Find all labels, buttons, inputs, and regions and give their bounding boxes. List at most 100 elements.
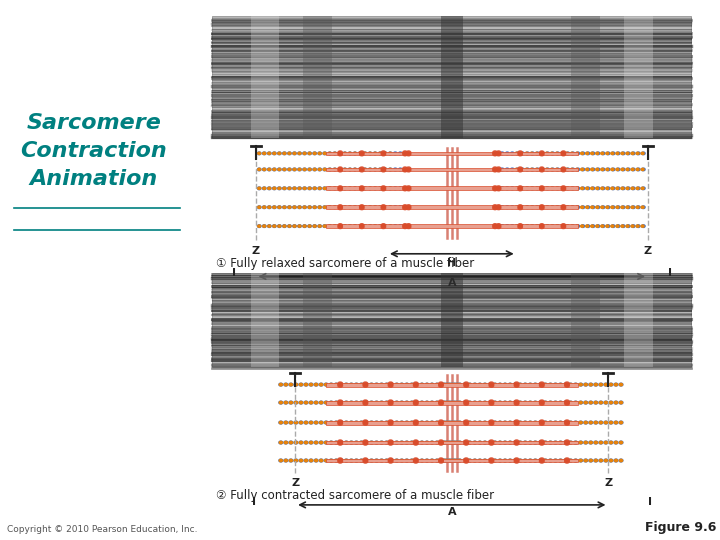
Circle shape — [626, 187, 629, 190]
Circle shape — [555, 168, 559, 171]
Circle shape — [405, 441, 408, 444]
Circle shape — [550, 152, 554, 154]
Circle shape — [279, 421, 283, 424]
Circle shape — [354, 206, 356, 208]
Circle shape — [478, 441, 482, 444]
Circle shape — [549, 421, 552, 424]
Circle shape — [329, 441, 333, 444]
Circle shape — [298, 168, 301, 171]
Circle shape — [458, 421, 462, 424]
Circle shape — [518, 460, 522, 462]
Circle shape — [313, 206, 316, 208]
Circle shape — [381, 151, 386, 154]
Circle shape — [354, 152, 356, 154]
Circle shape — [564, 458, 570, 461]
Circle shape — [380, 441, 383, 444]
Circle shape — [374, 152, 377, 154]
Circle shape — [571, 206, 575, 208]
Circle shape — [539, 400, 544, 403]
Circle shape — [463, 421, 467, 424]
Circle shape — [360, 441, 363, 444]
Circle shape — [338, 167, 343, 170]
Circle shape — [448, 459, 451, 462]
Circle shape — [544, 383, 547, 386]
Circle shape — [579, 441, 582, 444]
Circle shape — [453, 460, 456, 462]
Circle shape — [478, 441, 482, 444]
Circle shape — [570, 152, 574, 154]
Circle shape — [569, 459, 572, 462]
Circle shape — [343, 168, 346, 171]
Circle shape — [554, 441, 557, 444]
Circle shape — [453, 401, 456, 404]
Circle shape — [329, 459, 333, 462]
Circle shape — [621, 187, 624, 190]
Circle shape — [463, 459, 467, 462]
Circle shape — [438, 460, 444, 463]
Circle shape — [445, 421, 449, 424]
Circle shape — [464, 422, 469, 425]
Circle shape — [616, 152, 619, 154]
Circle shape — [488, 441, 492, 444]
Circle shape — [581, 187, 585, 190]
Circle shape — [294, 441, 297, 444]
Circle shape — [636, 152, 639, 154]
Circle shape — [514, 460, 519, 463]
Circle shape — [445, 401, 449, 404]
Circle shape — [589, 421, 593, 424]
Circle shape — [334, 459, 338, 462]
Circle shape — [508, 401, 512, 404]
Circle shape — [448, 421, 451, 424]
Circle shape — [415, 421, 418, 424]
Circle shape — [431, 441, 433, 444]
Circle shape — [550, 206, 554, 208]
Circle shape — [571, 152, 575, 154]
Circle shape — [426, 383, 428, 386]
Circle shape — [380, 401, 383, 404]
Circle shape — [415, 401, 419, 404]
Circle shape — [405, 421, 408, 424]
Circle shape — [298, 152, 301, 154]
Circle shape — [609, 421, 613, 424]
Circle shape — [313, 225, 316, 227]
Circle shape — [348, 168, 351, 171]
Circle shape — [354, 152, 356, 154]
Circle shape — [420, 383, 424, 386]
Circle shape — [642, 187, 645, 190]
Circle shape — [348, 225, 351, 227]
Circle shape — [324, 459, 328, 462]
Circle shape — [626, 152, 630, 154]
Circle shape — [318, 187, 321, 190]
Circle shape — [354, 225, 356, 227]
Circle shape — [431, 460, 433, 462]
Circle shape — [426, 441, 428, 444]
Circle shape — [390, 460, 393, 462]
Circle shape — [539, 460, 544, 463]
Circle shape — [343, 206, 346, 208]
Text: A: A — [448, 507, 456, 517]
Circle shape — [518, 168, 523, 172]
Circle shape — [561, 205, 566, 208]
Circle shape — [399, 187, 402, 190]
Circle shape — [445, 459, 449, 462]
Circle shape — [546, 187, 549, 190]
Circle shape — [413, 420, 418, 423]
Circle shape — [525, 225, 528, 227]
Circle shape — [389, 168, 392, 171]
Circle shape — [606, 206, 610, 208]
Circle shape — [513, 460, 517, 462]
Circle shape — [492, 224, 498, 227]
Circle shape — [464, 420, 469, 423]
Circle shape — [402, 152, 408, 156]
Circle shape — [549, 460, 552, 462]
Circle shape — [584, 383, 588, 386]
Circle shape — [313, 168, 316, 171]
Circle shape — [518, 167, 523, 170]
Circle shape — [590, 168, 594, 171]
Circle shape — [456, 401, 459, 404]
Circle shape — [299, 459, 303, 462]
Circle shape — [606, 206, 609, 208]
Circle shape — [374, 187, 377, 190]
Circle shape — [443, 421, 446, 424]
Circle shape — [348, 187, 351, 190]
